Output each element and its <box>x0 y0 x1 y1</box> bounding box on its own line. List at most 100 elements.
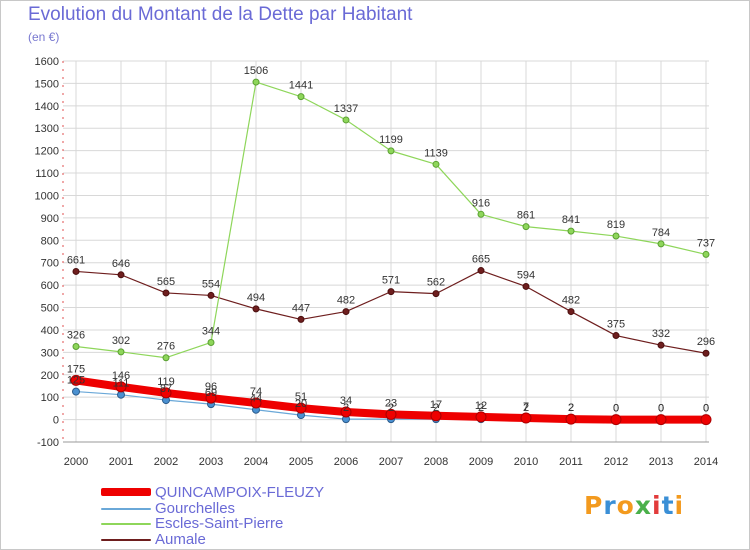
point-aumale <box>117 271 125 279</box>
proxiti-logo: Proxiti <box>584 491 684 520</box>
data-label-aumale: 494 <box>247 292 265 304</box>
point-quincampoix <box>250 397 262 409</box>
data-label-aumale: 565 <box>157 276 175 288</box>
x-tick-label: 2008 <box>424 456 448 468</box>
data-label-gourchelles: 2 <box>568 402 574 414</box>
data-label-gourchelles: 2 <box>388 402 394 414</box>
point-quincampoix <box>655 414 667 426</box>
point-aumale <box>657 341 665 349</box>
point-escles <box>72 343 80 351</box>
y-tick-label: 1400 <box>35 101 59 113</box>
point-quincampoix <box>205 392 217 404</box>
data-label-quincampoix: 146 <box>112 370 130 382</box>
data-label-escles: 1506 <box>244 65 268 77</box>
data-label-quincampoix: 17 <box>430 399 442 411</box>
data-label-aumale: 332 <box>652 328 670 340</box>
y-tick-label: 800 <box>41 235 59 247</box>
point-aumale <box>342 308 350 316</box>
data-label-aumale: 375 <box>607 319 625 331</box>
data-label-gourchelles: 111 <box>113 378 130 390</box>
point-aumale <box>162 289 170 297</box>
data-label-gourchelles: 125 <box>67 375 85 387</box>
data-label-aumale: 665 <box>472 254 490 266</box>
point-escles <box>342 116 350 124</box>
point-escles <box>522 223 530 231</box>
data-label-quincampoix: 2 <box>568 402 574 414</box>
data-label-quincampoix: 0 <box>703 403 709 415</box>
point-quincampoix <box>475 411 487 423</box>
data-label-aumale: 571 <box>382 275 400 287</box>
data-label-escles: 841 <box>562 214 580 226</box>
data-label-escles: 784 <box>652 227 670 239</box>
point-aumale <box>252 305 260 313</box>
x-tick-label: 2005 <box>289 456 313 468</box>
legend-line-gourchelles <box>101 507 151 510</box>
x-tick-label: 2011 <box>559 456 583 468</box>
point-escles <box>207 338 215 346</box>
point-escles <box>297 93 305 101</box>
x-tick-label: 2000 <box>64 456 88 468</box>
logo-letter: P <box>584 491 604 520</box>
data-label-escles: 1139 <box>424 147 448 159</box>
x-tick-label: 2013 <box>649 456 673 468</box>
data-label-aumale: 296 <box>697 336 715 348</box>
data-label-gourchelles: 20 <box>295 398 307 410</box>
y-tick-label: 500 <box>41 303 59 315</box>
data-label-quincampoix: 7 <box>523 401 529 413</box>
y-tick-label: 300 <box>41 347 59 359</box>
point-quincampoix <box>340 406 352 418</box>
data-label-aumale: 482 <box>562 295 580 307</box>
y-tick-label: 400 <box>41 325 59 337</box>
y-tick-label: 1300 <box>35 123 59 135</box>
point-quincampoix <box>385 408 397 420</box>
chart-subtitle: (en €) <box>28 30 60 44</box>
point-escles <box>387 147 395 155</box>
x-tick-label: 2003 <box>199 456 223 468</box>
point-escles <box>612 232 620 240</box>
point-aumale <box>702 349 710 357</box>
data-label-escles: 819 <box>607 219 625 231</box>
data-label-escles: 737 <box>697 237 715 249</box>
point-escles <box>657 240 665 248</box>
data-label-quincampoix: 23 <box>385 397 397 409</box>
point-escles <box>477 210 485 218</box>
data-label-escles: 1199 <box>379 134 403 146</box>
data-label-quincampoix: 51 <box>295 391 307 403</box>
legend-line-aumale <box>101 538 151 541</box>
legend-line-escles <box>101 523 151 525</box>
point-quincampoix <box>520 412 532 424</box>
data-label-gourchelles: 2 <box>433 402 439 414</box>
y-tick-label: 200 <box>41 370 59 382</box>
data-label-gourchelles: 2 <box>523 402 529 414</box>
point-aumale <box>612 332 620 340</box>
data-label-gourchelles: 69 <box>205 387 217 399</box>
data-label-gourchelles: 0 <box>703 403 709 415</box>
y-tick-label: 900 <box>41 213 59 225</box>
data-label-escles: 326 <box>67 330 85 342</box>
data-label-aumale: 554 <box>202 278 220 290</box>
point-quincampoix <box>610 414 622 426</box>
data-label-aumale: 661 <box>67 254 85 266</box>
point-quincampoix <box>295 402 307 414</box>
point-quincampoix <box>565 413 577 425</box>
legend-label-escles: Escles-Saint-Pierre <box>155 515 284 532</box>
y-tick-label: 700 <box>41 258 59 270</box>
point-gourchelles <box>72 387 80 396</box>
legend-label-gourchelles: Gourchelles <box>155 499 236 517</box>
y-tick-label: 100 <box>41 392 59 404</box>
x-tick-label: 2006 <box>334 456 358 468</box>
point-quincampoix <box>700 414 712 426</box>
point-escles <box>162 354 170 362</box>
point-aumale <box>432 290 440 298</box>
point-quincampoix <box>430 410 442 422</box>
data-label-escles: 1441 <box>289 80 313 92</box>
data-label-gourchelles: 2 <box>478 402 484 414</box>
x-tick-label: 2012 <box>604 456 628 468</box>
point-aumale <box>387 288 395 296</box>
legend-label-aumale: Aumale <box>155 530 206 548</box>
data-label-gourchelles: 44 <box>250 393 262 405</box>
data-label-quincampoix: 96 <box>205 381 217 393</box>
y-tick-label: 1000 <box>35 190 59 202</box>
